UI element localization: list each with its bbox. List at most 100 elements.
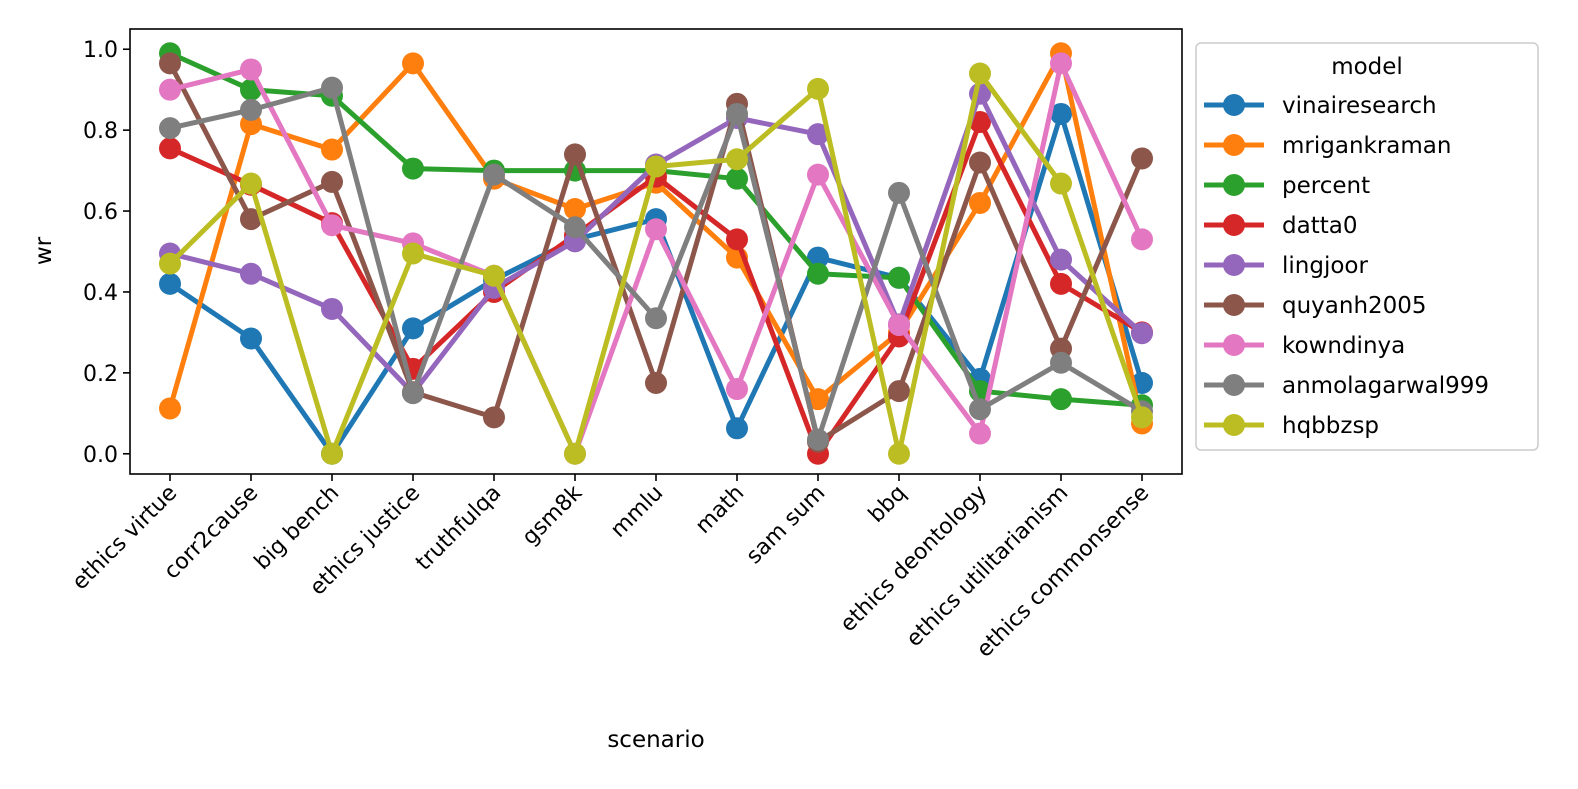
- legend-marker: [1223, 254, 1245, 276]
- data-point: [564, 216, 586, 239]
- plot-lines: [159, 42, 1153, 465]
- data-point: [1131, 406, 1153, 429]
- data-point: [159, 78, 181, 101]
- legend-label: mrigankraman: [1282, 133, 1451, 159]
- y-tick-label: 0.8: [83, 119, 118, 144]
- legend-item-mrigankraman: mrigankraman: [1204, 133, 1451, 159]
- legend-label: vinairesearch: [1282, 93, 1437, 119]
- data-point: [564, 143, 586, 166]
- data-point: [969, 62, 991, 85]
- legend-label: anmolagarwal999: [1282, 373, 1489, 399]
- data-point: [159, 52, 181, 75]
- data-point: [807, 123, 829, 146]
- data-point: [402, 317, 424, 340]
- series-kowndinya: [159, 52, 1153, 465]
- data-point: [564, 442, 586, 465]
- data-point: [402, 52, 424, 75]
- y-tick-label: 0.4: [83, 281, 118, 306]
- series-anmolagarwal999: [159, 76, 1153, 451]
- data-point: [402, 382, 424, 405]
- plot-frame: [129, 28, 1183, 475]
- data-point: [1050, 351, 1072, 374]
- x-tick-label: ethics deontology: [836, 481, 993, 638]
- data-point: [1050, 248, 1072, 271]
- legend-marker: [1223, 214, 1245, 236]
- legend-box: [1195, 42, 1539, 451]
- data-point: [807, 163, 829, 186]
- data-point: [159, 397, 181, 420]
- data-point: [645, 218, 667, 241]
- data-point: [321, 297, 343, 320]
- legend-label: hqbbzsp: [1282, 413, 1379, 439]
- data-point: [1050, 102, 1072, 125]
- data-point: [1131, 147, 1153, 170]
- data-point: [1131, 322, 1153, 345]
- data-point: [1131, 228, 1153, 251]
- data-point: [807, 388, 829, 411]
- data-point: [645, 371, 667, 394]
- data-point: [645, 307, 667, 330]
- data-point: [402, 242, 424, 265]
- x-tick-label: sam sum: [742, 481, 831, 570]
- series-hqbbzsp: [159, 62, 1153, 465]
- legend-label: quyanh2005: [1282, 293, 1427, 319]
- y-tick-label: 1.0: [83, 38, 118, 63]
- data-point: [159, 252, 181, 275]
- data-point: [483, 264, 505, 287]
- data-point: [726, 148, 748, 171]
- data-point: [969, 398, 991, 421]
- data-point: [159, 137, 181, 160]
- data-point: [726, 167, 748, 190]
- data-point: [1050, 388, 1072, 411]
- data-point: [645, 155, 667, 178]
- data-point: [240, 172, 262, 195]
- legend-item-kowndinya: kowndinya: [1204, 333, 1405, 359]
- data-point: [969, 151, 991, 174]
- series-lingjoor: [159, 82, 1153, 405]
- x-tick-label: truthfulqa: [411, 481, 506, 576]
- data-point: [888, 380, 910, 403]
- data-point: [888, 442, 910, 465]
- legend-marker: [1223, 174, 1245, 196]
- data-point: [240, 58, 262, 81]
- data-point: [1050, 52, 1072, 75]
- legend-item-lingjoor: lingjoor: [1204, 253, 1368, 279]
- legend-label: lingjoor: [1282, 253, 1368, 279]
- data-point: [159, 117, 181, 140]
- data-point: [726, 228, 748, 251]
- legend-marker: [1223, 294, 1245, 316]
- data-point: [321, 76, 343, 99]
- legend-label: datta0: [1282, 213, 1357, 239]
- data-point: [807, 428, 829, 451]
- y-tick-label: 0.0: [83, 443, 118, 468]
- legend-marker: [1223, 334, 1245, 356]
- data-point: [483, 163, 505, 186]
- y-axis: 0.0 0.2 0.4 0.6 0.8 1.0: [83, 38, 130, 468]
- x-tick-label: ethics utilitarianism: [902, 481, 1073, 652]
- legend-item-anmolagarwal999: anmolagarwal999: [1204, 373, 1489, 399]
- data-point: [807, 262, 829, 285]
- data-point: [1050, 272, 1072, 295]
- legend-marker: [1223, 134, 1245, 156]
- x-tick-label: gsm8k: [518, 480, 588, 550]
- data-point: [321, 138, 343, 161]
- data-point: [888, 266, 910, 289]
- x-tick-label: mmlu: [606, 481, 668, 543]
- data-point: [564, 198, 586, 221]
- legend-item-hqbbzsp: hqbbzsp: [1204, 413, 1379, 439]
- legend-items: vinairesearch mrigankraman percent datta0 li…: [1204, 93, 1489, 439]
- data-point: [726, 417, 748, 440]
- data-point: [240, 262, 262, 285]
- data-point: [969, 191, 991, 214]
- data-point: [321, 442, 343, 465]
- data-point: [402, 157, 424, 180]
- legend-item-vinairesearch: vinairesearch: [1204, 93, 1437, 119]
- data-point: [969, 422, 991, 445]
- x-tick-label: math: [691, 481, 749, 539]
- data-point: [321, 170, 343, 193]
- legend-marker: [1223, 374, 1245, 396]
- data-point: [726, 102, 748, 125]
- data-point: [726, 378, 748, 401]
